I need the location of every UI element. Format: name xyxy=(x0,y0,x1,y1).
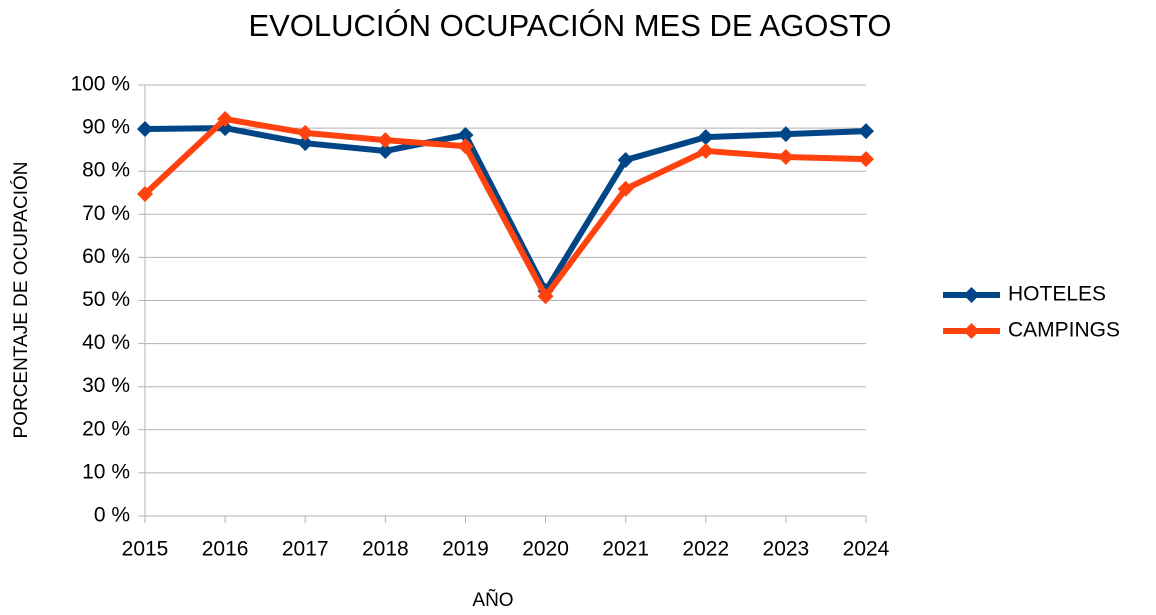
y-tick-label: 80 % xyxy=(82,159,130,182)
point-marker xyxy=(377,142,394,159)
chart-title: EVOLUCIÓN OCUPACIÓN MES DE AGOSTO xyxy=(248,8,891,43)
x-tick-label: 2016 xyxy=(202,538,249,561)
point-marker xyxy=(777,126,794,143)
point-marker xyxy=(617,180,634,197)
point-marker xyxy=(457,138,474,155)
y-tick-label: 30 % xyxy=(82,374,130,397)
point-marker xyxy=(377,132,394,149)
point-marker xyxy=(297,124,314,141)
y-tick-label: 60 % xyxy=(82,245,130,268)
x-tick-label: 2015 xyxy=(122,538,169,561)
point-marker xyxy=(697,142,714,159)
point-marker xyxy=(137,120,153,137)
legend-marker xyxy=(963,323,980,339)
point-marker xyxy=(457,126,474,143)
x-tick-label: 2017 xyxy=(282,538,329,561)
x-tick-label: 2022 xyxy=(682,538,729,561)
y-tick-label: 10 % xyxy=(82,460,130,483)
point-marker xyxy=(297,135,314,152)
x-tick-label: 2024 xyxy=(843,538,890,561)
series-line xyxy=(142,116,867,300)
x-tick-label: 2019 xyxy=(442,538,489,561)
point-marker xyxy=(858,123,874,140)
legend-marker xyxy=(963,287,980,303)
x-tick-label: 2018 xyxy=(362,538,409,561)
x-axis-label: AÑO xyxy=(472,589,513,611)
y-tick-label: 20 % xyxy=(82,417,130,440)
x-tick-label: 2023 xyxy=(763,538,810,561)
series-line xyxy=(144,125,867,295)
y-tick-label: 70 % xyxy=(82,202,130,225)
point-marker xyxy=(217,111,234,128)
legend-label: CAMPINGS xyxy=(1008,319,1120,342)
x-tick-label: 2021 xyxy=(602,538,649,561)
y-tick-label: 90 % xyxy=(82,116,130,139)
point-marker xyxy=(217,120,234,137)
point-marker xyxy=(137,186,153,203)
point-marker xyxy=(858,151,874,168)
point-marker xyxy=(617,151,634,168)
y-axis-label: PORCENTAJE DE OCUPACIÓN xyxy=(10,162,32,439)
legend-label: HOTELES xyxy=(1008,283,1106,306)
y-tick-label: 40 % xyxy=(82,331,130,354)
point-marker xyxy=(777,148,794,165)
x-tick-label: 2020 xyxy=(522,538,569,561)
y-tick-label: 0 % xyxy=(94,504,130,527)
y-tick-label: 50 % xyxy=(82,288,130,311)
point-marker xyxy=(537,288,554,305)
y-tick-label: 100 % xyxy=(70,73,130,96)
point-marker xyxy=(697,129,714,146)
